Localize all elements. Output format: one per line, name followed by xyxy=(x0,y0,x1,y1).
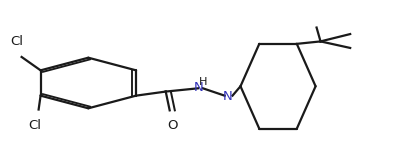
Text: Cl: Cl xyxy=(10,35,23,48)
Text: O: O xyxy=(167,119,178,131)
Text: Cl: Cl xyxy=(28,119,41,131)
Text: N: N xyxy=(223,90,233,103)
Text: N: N xyxy=(193,81,203,94)
Text: H: H xyxy=(199,77,207,87)
